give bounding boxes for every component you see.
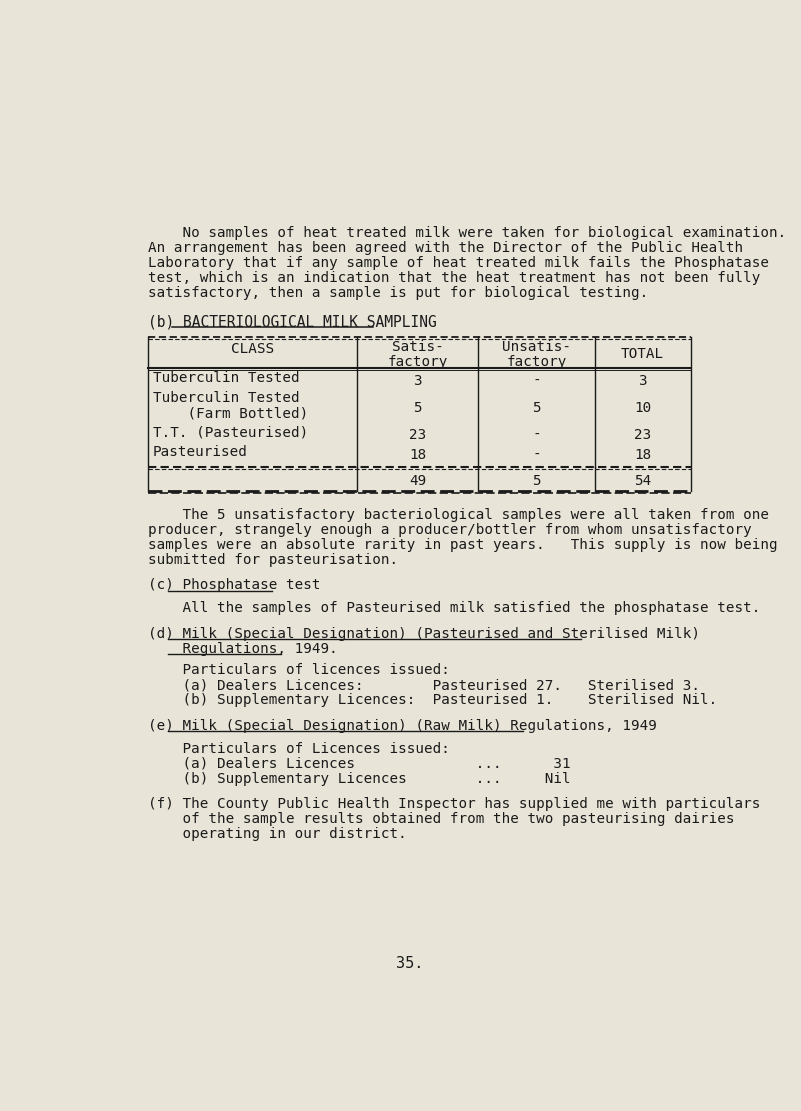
Text: 54: 54: [634, 473, 651, 488]
Text: satisfactory, then a sample is put for biological testing.: satisfactory, then a sample is put for b…: [148, 286, 649, 300]
Text: -: -: [532, 374, 541, 389]
Text: producer, strangely enough a producer/bottler from whom unsatisfactory: producer, strangely enough a producer/bo…: [148, 522, 752, 537]
Text: 18: 18: [634, 448, 651, 462]
Text: (Farm Bottled): (Farm Bottled): [153, 407, 308, 420]
Text: factory: factory: [506, 356, 566, 370]
Text: (b) BACTERIOLOGICAL MILK SAMPLING: (b) BACTERIOLOGICAL MILK SAMPLING: [148, 314, 437, 330]
Text: T.T. (Pasteurised): T.T. (Pasteurised): [153, 426, 308, 439]
Text: (f) The County Public Health Inspector has supplied me with particulars: (f) The County Public Health Inspector h…: [148, 798, 761, 811]
Text: 18: 18: [409, 448, 426, 462]
Text: All the samples of Pasteurised milk satisfied the phosphatase test.: All the samples of Pasteurised milk sati…: [148, 601, 761, 615]
Text: test, which is an indication that the heat treatment has not been fully: test, which is an indication that the he…: [148, 271, 761, 284]
Text: (a) Dealers Licences              ...      31: (a) Dealers Licences ... 31: [148, 757, 571, 771]
Text: submitted for pasteurisation.: submitted for pasteurisation.: [148, 552, 398, 567]
Text: Particulars of Licences issued:: Particulars of Licences issued:: [148, 742, 450, 755]
Text: of the sample results obtained from the two pasteurising dairies: of the sample results obtained from the …: [148, 812, 735, 827]
Text: Tuberculin Tested: Tuberculin Tested: [153, 371, 300, 386]
Text: (b) Supplementary Licences:  Pasteurised 1.    Sterilised Nil.: (b) Supplementary Licences: Pasteurised …: [148, 693, 718, 707]
Text: Tuberculin Tested: Tuberculin Tested: [153, 391, 300, 406]
Text: -: -: [532, 428, 541, 442]
Text: 5: 5: [532, 401, 541, 416]
Text: Laboratory that if any sample of heat treated milk fails the Phosphatase: Laboratory that if any sample of heat tr…: [148, 256, 769, 270]
Text: (b) Supplementary Licences        ...     Nil: (b) Supplementary Licences ... Nil: [148, 772, 571, 785]
Text: 49: 49: [409, 473, 426, 488]
Text: 5: 5: [532, 473, 541, 488]
Text: 10: 10: [634, 401, 651, 416]
Text: -: -: [532, 448, 541, 462]
Text: CLASS: CLASS: [231, 342, 275, 356]
Text: 5: 5: [413, 401, 422, 416]
Text: (d) Milk (Special Designation) (Pasteurised and Sterilised Milk): (d) Milk (Special Designation) (Pasteuri…: [148, 627, 700, 641]
Text: No samples of heat treated milk were taken for biological examination.: No samples of heat treated milk were tak…: [148, 226, 787, 240]
Text: An arrangement has been agreed with the Director of the Public Health: An arrangement has been agreed with the …: [148, 241, 743, 254]
Text: (a) Dealers Licences:        Pasteurised 27.   Sterilised 3.: (a) Dealers Licences: Pasteurised 27. St…: [148, 678, 700, 692]
Text: Regulations, 1949.: Regulations, 1949.: [148, 642, 338, 655]
Text: operating in our district.: operating in our district.: [148, 828, 407, 841]
Text: 3: 3: [413, 374, 422, 389]
Text: (c) Phosphatase test: (c) Phosphatase test: [148, 579, 320, 592]
Text: 35.: 35.: [396, 955, 424, 971]
Text: 23: 23: [634, 428, 651, 442]
Text: TOTAL: TOTAL: [621, 348, 664, 361]
Text: samples were an absolute rarity in past years.   This supply is now being: samples were an absolute rarity in past …: [148, 538, 778, 551]
Text: factory: factory: [388, 356, 448, 370]
Text: Pasteurised: Pasteurised: [153, 446, 248, 459]
Text: Unsatis-: Unsatis-: [502, 340, 571, 354]
Text: 3: 3: [638, 374, 647, 389]
Text: The 5 unsatisfactory bacteriological samples were all taken from one: The 5 unsatisfactory bacteriological sam…: [148, 508, 769, 521]
Text: (e) Milk (Special Designation) (Raw Milk) Regulations, 1949: (e) Milk (Special Designation) (Raw Milk…: [148, 719, 657, 733]
Text: Satis-: Satis-: [392, 340, 444, 354]
Text: Particulars of licences issued:: Particulars of licences issued:: [148, 663, 450, 677]
Text: 23: 23: [409, 428, 426, 442]
